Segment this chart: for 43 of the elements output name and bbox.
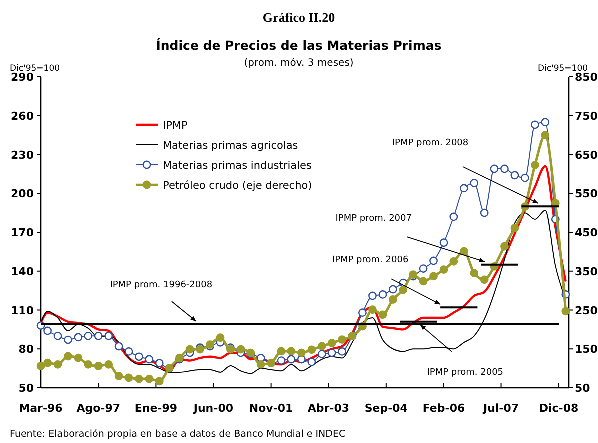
- y-tick-label: 230: [11, 148, 34, 162]
- y2-tick-label: 750: [575, 110, 598, 123]
- annotation: IPMP prom. 2005: [427, 368, 504, 378]
- text: (prom. móv. 3 meses): [244, 58, 354, 69]
- y2-tick-label: 550: [575, 188, 598, 201]
- x-tick-label: Ene-99: [134, 402, 178, 415]
- x-tick-label: Mar-96: [19, 402, 64, 415]
- x-tick-label: Nov-01: [249, 402, 294, 415]
- annotation: IPMP prom. 1996-2008: [110, 280, 213, 291]
- y-axis-title: Dic'95=100: [10, 64, 60, 74]
- legend-label: Petróleo crudo (eje derecho): [163, 180, 312, 192]
- chart-title: Gráfico II.20: [262, 10, 336, 25]
- y-tick-label: 110: [11, 304, 34, 318]
- x-tick-label: Abr-03: [308, 402, 350, 415]
- annotation: IPMP prom. 2007: [336, 214, 412, 224]
- y2-tick-label: 650: [575, 148, 598, 162]
- y2-tick-label: 150: [575, 343, 598, 356]
- y-tick-label: 200: [11, 188, 34, 201]
- x-tick-label: Dic-08: [539, 402, 579, 415]
- x-tick-label: Sep-04: [364, 402, 408, 415]
- y-tick-label: 80: [18, 343, 34, 356]
- y2-tick-label: 850: [575, 71, 598, 84]
- y2-axis-title: Dic'95=100: [538, 64, 588, 74]
- annotation: IPMP prom. 2008: [392, 138, 469, 149]
- legend-label: Materias primas agricolas: [163, 140, 298, 152]
- y-tick-label: 50: [18, 382, 34, 395]
- y2-tick-label: 350: [575, 265, 598, 278]
- x-tick-label: Ago-97: [76, 402, 121, 415]
- x-tick-label: Jun-00: [192, 402, 234, 415]
- annotation: IPMP prom. 2006: [332, 256, 409, 266]
- y-tick-label: 140: [11, 265, 34, 278]
- y2-tick-label: 50: [575, 382, 591, 395]
- legend-label: IPMP: [163, 120, 188, 132]
- x-tick-label: Jul-07: [482, 402, 520, 415]
- x-tick-label: Feb-06: [422, 402, 466, 415]
- y2-tick-label: 250: [575, 304, 598, 318]
- legend-label: Materias primas industriales: [163, 160, 312, 172]
- y-tick-label: 170: [11, 226, 34, 240]
- y-tick-label: 290: [11, 71, 34, 84]
- chart-subtitle: Índice de Precios de las Materias Primas: [156, 38, 442, 53]
- y2-tick-label: 450: [575, 226, 598, 240]
- source-note: Fuente: Elaboración propia en base a datos de Banco Mundial e INDEC: [10, 429, 346, 440]
- y-tick-label: 260: [11, 110, 34, 123]
